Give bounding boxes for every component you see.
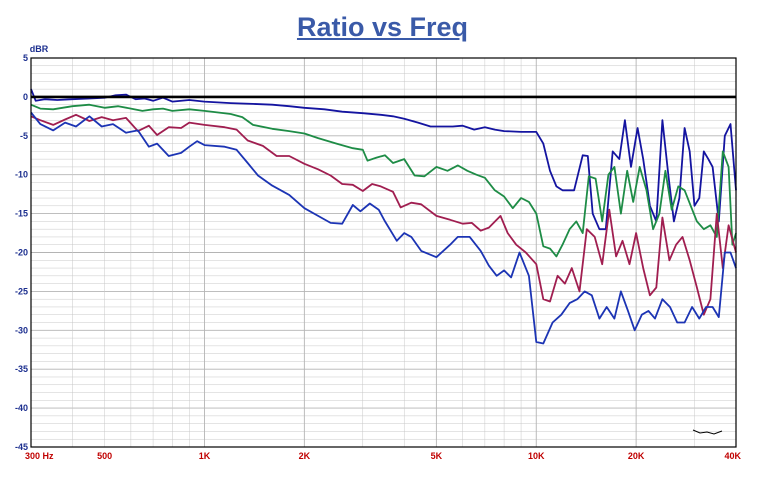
y-tick-label: -20	[15, 248, 28, 258]
y-tick-label: 0	[23, 92, 28, 102]
y-tick-label: -15	[15, 209, 28, 219]
series-line-2	[30, 103, 737, 258]
series-line-3	[30, 113, 737, 316]
y-tick-label: -40	[15, 403, 28, 413]
chart-title: Ratio vs Freq	[296, 12, 469, 42]
x-tick-label: 5K	[431, 451, 443, 461]
y-tick-label: -30	[15, 325, 28, 335]
x-tick-label: 300 Hz	[25, 451, 54, 461]
y-axis-label: dBR	[30, 44, 49, 54]
x-tick-label: 20K	[628, 451, 645, 461]
x-tick-label: 2K	[299, 451, 311, 461]
x-tick-label: 10K	[528, 451, 545, 461]
y-tick-label: 5	[23, 53, 28, 63]
x-tick-label: 1K	[199, 451, 211, 461]
y-tick-label: -45	[15, 442, 28, 452]
series-layer	[30, 88, 737, 345]
y-tick-label: -25	[15, 286, 28, 296]
y-tick-label: -35	[15, 364, 28, 374]
series-line-1	[30, 88, 737, 231]
axes: 5 0 -5 -10 -15 -20 -25 -30 -35 -40 -45 dBR 300 Hz 500…	[15, 44, 742, 461]
y-tick-label: -5	[20, 131, 28, 141]
plot-frame	[30, 57, 737, 448]
lms-logo	[692, 429, 723, 435]
y-tick-label: -10	[15, 170, 28, 180]
x-tick-label: 40K	[724, 451, 741, 461]
x-tick-label: 500	[97, 451, 112, 461]
series-line-4	[30, 111, 737, 345]
